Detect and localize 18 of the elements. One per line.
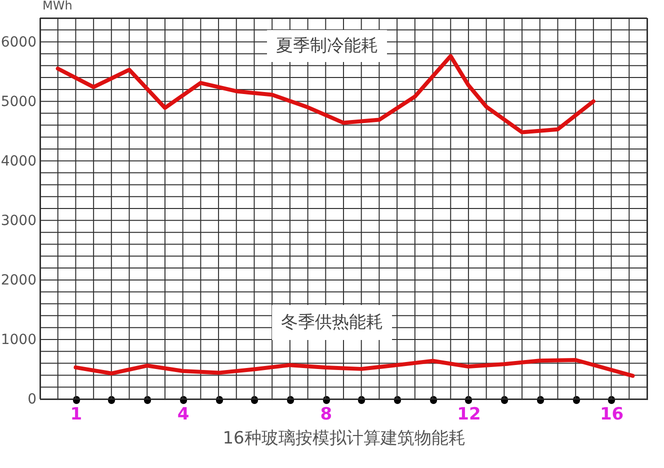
y-tick-label: 3000 xyxy=(0,212,36,229)
series-label: 冬季供热能耗 xyxy=(281,312,383,332)
x-tick-label: 16 xyxy=(600,404,624,424)
x-tick-label: 12 xyxy=(457,404,481,424)
y-tick-label: 1000 xyxy=(0,332,36,348)
x-tick-label: 1 xyxy=(70,404,82,424)
y-axis-title: MWh xyxy=(42,0,72,12)
x-tick-label: 4 xyxy=(177,404,190,424)
y-tick-label: 0 xyxy=(28,392,36,408)
line-series xyxy=(74,358,635,378)
line-series xyxy=(56,54,596,134)
text: 夏季制冷能耗 xyxy=(276,36,378,56)
y-tick-label: 4000 xyxy=(0,153,36,170)
y-tick-label: 5000 xyxy=(0,94,36,110)
x-axis-title: 16种玻璃按模拟计算建筑物能耗 xyxy=(222,428,466,448)
y-tick-label: 6000 xyxy=(0,34,36,50)
y-tick-label: 2000 xyxy=(0,272,36,288)
x-tick-label: 8 xyxy=(320,404,332,424)
